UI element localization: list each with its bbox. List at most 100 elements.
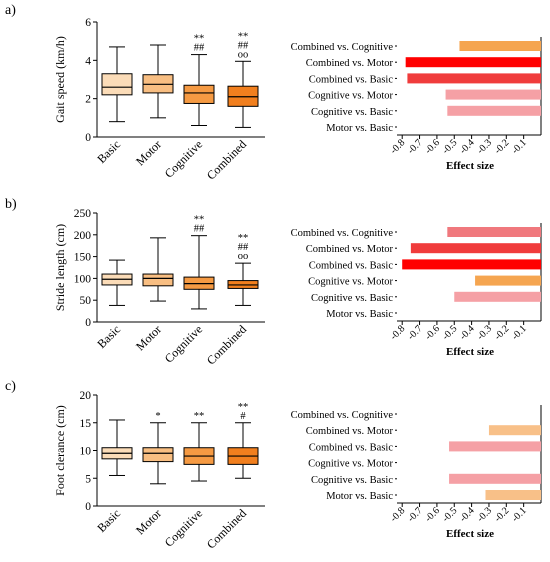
category-label: Motor — [133, 137, 164, 168]
category-label: Cognitive — [162, 137, 205, 180]
y-tick-label: 0 — [85, 317, 91, 329]
y-tick-label: 0 — [85, 501, 91, 513]
category-label: Combined — [204, 137, 249, 182]
significance-marker: ## — [238, 242, 249, 253]
comparison-label: Motor vs. Basic — [326, 491, 393, 502]
x-tick-label: -0.5 — [440, 137, 459, 156]
comparison-label: Motor vs. Basic — [326, 123, 393, 134]
category-label: Motor — [133, 322, 164, 353]
comparison-label: Combined vs. Basic — [309, 74, 394, 85]
x-tick-label: -0.4 — [458, 137, 477, 156]
x-tick-label: -0.2 — [492, 137, 511, 156]
effect-bar — [454, 291, 541, 302]
effect-bar — [488, 425, 541, 436]
y-tick-label: 10 — [80, 446, 92, 458]
y-tick-label: 2 — [85, 94, 91, 106]
x-tick-label: -0.4 — [458, 323, 477, 342]
x-tick-label: -0.3 — [475, 323, 494, 342]
y-tick-label: 200 — [74, 230, 92, 242]
y-tick-label: 20 — [80, 390, 92, 402]
significance-marker: ** — [194, 411, 205, 422]
x-tick-label: -0.5 — [440, 323, 459, 342]
significance-marker: ** — [238, 31, 249, 42]
comparison-label: Combined vs. Motor — [306, 426, 394, 437]
y-axis-label: Stride length (cm) — [53, 224, 67, 311]
effect-bar — [449, 473, 541, 484]
x-tick-label: -0.7 — [406, 505, 425, 524]
x-tick-label: -0.7 — [406, 137, 425, 156]
x-tick-label: -0.8 — [388, 505, 407, 524]
comparison-label: Combined vs. Basic — [309, 442, 394, 453]
box-basic — [101, 73, 133, 96]
effect-bar — [407, 73, 541, 84]
panel-label: b) — [5, 197, 17, 212]
x-tick-label: -0.1 — [510, 137, 529, 156]
x-tick-label: -0.3 — [475, 505, 494, 524]
x-tick-label: -0.6 — [423, 137, 442, 156]
significance-marker: ** — [238, 402, 249, 413]
significance-marker: # — [240, 411, 246, 422]
x-axis-label: Effect size — [446, 528, 494, 540]
category-label: Basic — [94, 322, 123, 351]
effect-bar — [475, 275, 541, 286]
category-label: Cognitive — [162, 506, 205, 549]
x-tick-label: -0.5 — [440, 505, 459, 524]
x-tick-label: -0.2 — [492, 323, 511, 342]
category-label: Basic — [94, 137, 123, 166]
y-tick-label: 6 — [85, 17, 91, 29]
box-motor — [142, 447, 174, 463]
panel-label: a) — [5, 3, 16, 18]
effect-bar — [405, 57, 541, 68]
x-tick-label: -0.8 — [388, 137, 407, 156]
comparison-label: Combined vs. Motor — [306, 244, 394, 255]
y-tick-label: 150 — [74, 252, 92, 264]
x-tick-label: -0.1 — [510, 323, 529, 342]
significance-marker: ** — [238, 233, 249, 244]
panel-label: c) — [5, 379, 16, 394]
significance-marker: ## — [194, 43, 205, 54]
y-tick-label: 0 — [85, 132, 91, 144]
effect-bar — [445, 89, 541, 100]
y-tick-label: 250 — [74, 208, 92, 220]
effect-bar — [402, 259, 541, 270]
box-motor — [142, 273, 174, 287]
comparison-label: Cognitive vs. Motor — [308, 277, 393, 288]
effect-bar — [485, 490, 541, 500]
x-tick-label: -0.6 — [423, 323, 442, 342]
significance-marker: * — [155, 411, 160, 422]
category-label: Motor — [133, 506, 164, 537]
comparison-label: Cognitive vs. Motor — [308, 91, 393, 102]
significance-marker: οο — [238, 251, 249, 262]
x-tick-label: -0.6 — [423, 505, 442, 524]
y-tick-label: 5 — [85, 473, 91, 485]
y-tick-label: 50 — [80, 295, 92, 307]
significance-marker: ## — [194, 224, 205, 235]
x-tick-label: -0.8 — [388, 323, 407, 342]
x-tick-label: -0.3 — [475, 137, 494, 156]
effect-bar — [449, 441, 541, 452]
comparison-label: Motor vs. Basic — [326, 309, 393, 320]
comparison-label: Cognitive vs. Basic — [311, 293, 393, 304]
comparison-label: Combined vs. Cognitive — [291, 42, 394, 53]
comparison-label: Combined vs. Basic — [309, 260, 394, 271]
x-axis-label: Effect size — [446, 160, 494, 172]
comparison-label: Cognitive vs. Basic — [311, 107, 393, 118]
comparison-label: Combined vs. Cognitive — [291, 228, 394, 239]
significance-marker: ** — [194, 215, 205, 226]
x-tick-label: -0.4 — [458, 505, 477, 524]
significance-marker: ## — [238, 40, 249, 51]
y-tick-label: 4 — [85, 55, 91, 67]
y-axis-label: Foot clerance (cm) — [53, 405, 67, 496]
effect-bar — [459, 41, 541, 51]
effect-bar — [447, 105, 541, 116]
x-tick-label: -0.1 — [510, 505, 529, 524]
x-tick-label: -0.7 — [406, 323, 425, 342]
comparison-label: Combined vs. Cognitive — [291, 410, 394, 421]
y-axis-label: Gait speed (km/h) — [53, 36, 67, 123]
effect-bar — [447, 227, 541, 237]
significance-marker: ** — [194, 34, 205, 45]
category-label: Basic — [94, 506, 123, 535]
category-label: Combined — [204, 506, 249, 551]
comparison-label: Cognitive vs. Motor — [308, 459, 393, 470]
box-cognitive — [183, 84, 215, 104]
